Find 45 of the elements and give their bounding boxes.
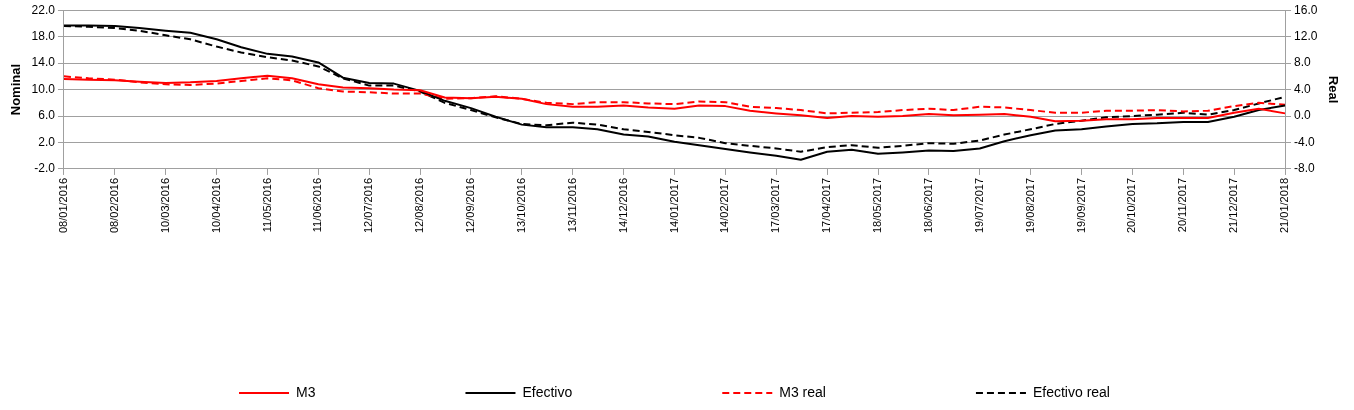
x-tick-label: 11/05/2016 — [260, 177, 273, 233]
x-tick-label: 14/12/2016 — [616, 177, 629, 234]
x-tick-label: 19/08/2017 — [1023, 177, 1036, 234]
y-tick-label: 14.0 — [31, 55, 56, 70]
x-tick-label: 12/08/2016 — [413, 177, 426, 234]
x-tick-label: 08/02/2016 — [107, 177, 120, 234]
legend-label: M3 real — [779, 383, 826, 400]
x-tick-label: 17/03/2017 — [769, 177, 782, 234]
y2-tick-label: 8.0 — [1294, 55, 1312, 70]
legend-label: M3 — [296, 383, 316, 400]
y2-tick-label: 4.0 — [1294, 81, 1312, 96]
y2-tick-label: 12.0 — [1294, 28, 1318, 43]
x-tick-label: 18/05/2017 — [871, 177, 884, 234]
x-tick-label: 10/03/2016 — [158, 177, 171, 234]
x-tick-label: 19/07/2017 — [972, 177, 985, 234]
y-tick-label: 10.0 — [31, 81, 56, 96]
y-tick-label: 2.0 — [38, 134, 56, 149]
x-tick-label: 14/02/2017 — [718, 177, 731, 234]
x-tick-label: 20/11/2017 — [1176, 177, 1189, 233]
y2-tick-label: -8.0 — [1294, 161, 1316, 176]
legend-label: Efectivo real — [1032, 383, 1110, 400]
y-tick-label: 18.0 — [31, 28, 56, 43]
y-axis-title: Nominal — [8, 63, 24, 116]
y-tick-label: -2.0 — [34, 161, 56, 176]
legend-label: Efectivo — [522, 383, 573, 400]
x-tick-label: 21/12/2017 — [1227, 177, 1240, 234]
x-tick-label: 20/10/2017 — [1125, 177, 1138, 234]
x-tick-label: 12/09/2016 — [464, 177, 477, 234]
y-tick-label: 22.0 — [31, 2, 56, 17]
x-tick-label: 08/01/2016 — [56, 177, 69, 234]
x-tick-label: 19/09/2017 — [1074, 177, 1087, 234]
x-tick-label: 17/04/2017 — [820, 177, 833, 234]
y2-axis-title: Real — [1325, 75, 1341, 104]
y-tick-label: 6.0 — [38, 108, 56, 123]
y2-tick-label: 16.0 — [1294, 2, 1318, 17]
x-tick-label: 13/10/2016 — [514, 177, 527, 234]
y2-tick-label: -4.0 — [1294, 134, 1316, 149]
y2-tick-label: 0.0 — [1294, 108, 1312, 123]
x-tick-label: 10/04/2016 — [209, 177, 222, 234]
x-tick-label: 21/01/2018 — [1278, 177, 1291, 234]
x-tick-label: 11/06/2016 — [311, 177, 324, 233]
x-tick-label: 12/07/2016 — [362, 177, 375, 234]
x-tick-label: 14/01/2017 — [667, 177, 680, 234]
x-tick-label: 18/06/2017 — [921, 177, 934, 234]
x-tick-label: 13/11/2016 — [565, 177, 578, 233]
